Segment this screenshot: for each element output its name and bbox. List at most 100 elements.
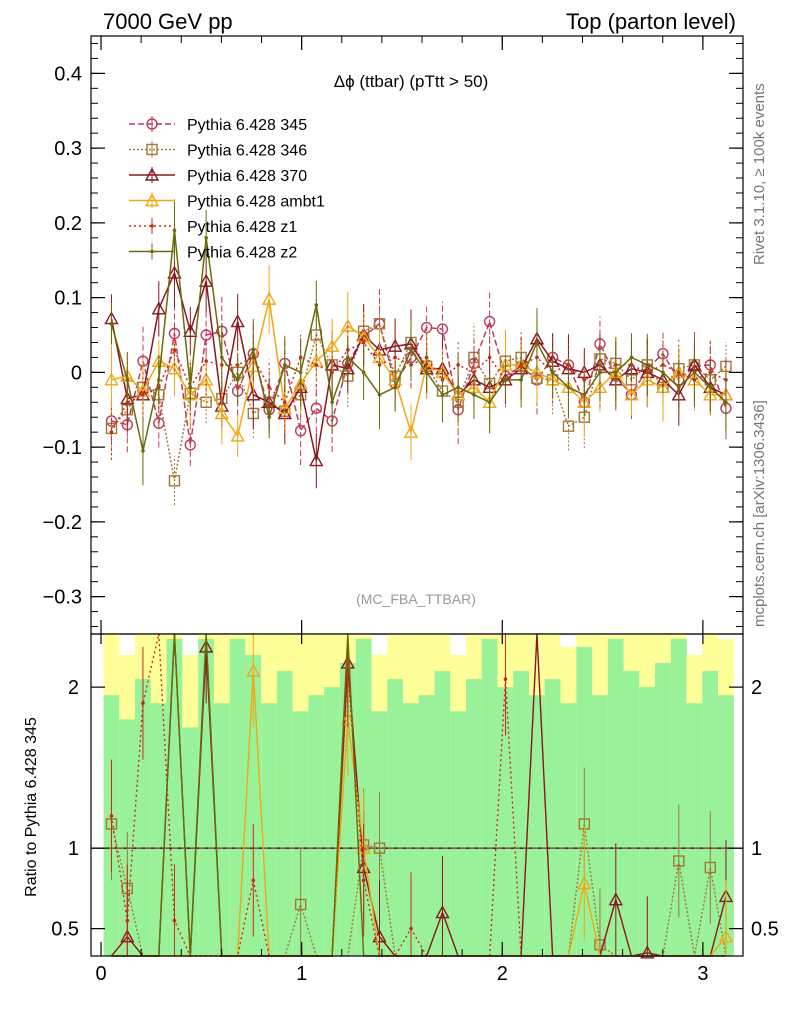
data-point	[677, 385, 681, 390]
series-5	[109, 199, 728, 486]
series-line	[110, 270, 727, 461]
data-point	[198, 273, 214, 287]
data-point	[277, 400, 292, 414]
ratio-band-inner	[544, 679, 561, 956]
data-point	[183, 323, 198, 337]
ratio-band-inner	[529, 695, 545, 956]
legend-marker	[144, 167, 160, 181]
data-point	[436, 323, 449, 335]
ratio-frame	[90, 633, 744, 957]
ratio-band-inner	[434, 671, 451, 956]
ratio-point	[435, 905, 450, 919]
ratio-y-tick-label-right: 0.5	[751, 919, 779, 941]
data-point	[298, 370, 303, 375]
data-point	[393, 355, 397, 360]
data-point	[614, 370, 618, 375]
ratio-band-inner	[450, 711, 467, 956]
ratio-y-tick-labels: 0.5 0.5 1 1 2 2	[51, 677, 779, 941]
x-tick-labels: 0 1 2 3	[95, 36, 708, 985]
series-line	[110, 322, 727, 481]
data-point	[562, 420, 575, 432]
series-2	[104, 238, 734, 489]
ratio-band-inner	[276, 671, 293, 956]
ratio-point	[503, 677, 508, 681]
ratio-panel: 0.5 0.5 1 1 2 2 Ratio to Pythia 6.428 345	[23, 633, 779, 959]
data-point	[157, 378, 161, 382]
data-point	[330, 400, 334, 405]
ratio-point	[198, 639, 214, 653]
ratio-band-inner	[481, 638, 498, 956]
ratio-band-inner	[324, 687, 341, 956]
data-point	[440, 393, 445, 397]
data-point	[314, 303, 319, 307]
ratio-band-inner	[639, 687, 656, 956]
data-point	[104, 372, 119, 386]
data-point	[345, 355, 350, 360]
data-point	[309, 453, 324, 467]
data-point	[566, 385, 571, 390]
ratio-band-inner	[308, 695, 325, 956]
ratio-y-tick-label-right: 2	[751, 677, 762, 699]
data-point	[535, 340, 539, 345]
data-point	[409, 348, 413, 352]
series-line	[110, 230, 727, 452]
main-y-tick-label: 0	[71, 362, 82, 384]
main-y-tick-labels: 0.4 0.3 0.2 0.1 0 −0.1 −0.2 −0.3	[43, 42, 743, 628]
series-line	[111, 298, 726, 438]
ratio-band-inner	[560, 703, 577, 956]
data-point	[109, 430, 114, 434]
data-point	[214, 406, 229, 420]
data-point	[529, 364, 545, 379]
data-point	[472, 393, 476, 397]
legend-label: Pythia 6.428 346	[187, 143, 307, 160]
ratio-ylabel: Ratio to Pythia 6.428 345	[23, 717, 40, 897]
data-point	[261, 291, 277, 305]
ratio-band-inner	[418, 695, 435, 956]
ratio-band-inner	[150, 703, 167, 956]
ratio-y-tick-label: 1	[68, 838, 79, 860]
ratio-band-inner	[686, 703, 703, 956]
data-point	[487, 355, 492, 360]
main-y-tick-label: −0.1	[43, 437, 82, 459]
data-point	[393, 385, 397, 390]
data-point	[624, 387, 639, 401]
legend-label: Pythia 6.428 370	[187, 168, 307, 185]
data-point	[230, 314, 245, 328]
legend-marker	[150, 249, 154, 254]
x-tick-label: 0	[95, 963, 106, 985]
ratio-series-3	[109, 633, 726, 957]
ratio-band-inner	[261, 703, 278, 956]
ratio-band-inner	[718, 695, 734, 956]
data-point	[168, 327, 181, 340]
ratio-point	[704, 861, 716, 874]
data-point	[125, 378, 130, 382]
ratio-point	[361, 878, 366, 883]
main-y-tick-label: 0.2	[54, 213, 82, 235]
legend-marker	[144, 193, 160, 207]
data-point	[403, 424, 419, 438]
ratio-band-inner	[466, 679, 482, 956]
ratio-point	[409, 926, 413, 931]
legend: Pythia 6.428 345 Pythia 6.428 346 Pythia 6…	[129, 116, 325, 262]
data-point	[377, 393, 382, 397]
ratio-point	[640, 945, 655, 959]
data-point	[109, 321, 114, 326]
main-y-tick-label: 0.3	[54, 138, 82, 160]
ratio-point	[373, 842, 386, 854]
data-point	[204, 359, 208, 363]
data-point	[282, 400, 287, 405]
mcplots-label: mcplots.cern.ch [arXiv:1306.3436]	[751, 400, 768, 627]
data-point	[184, 439, 197, 451]
legend-marker	[150, 224, 154, 228]
data-point	[282, 363, 287, 367]
main-y-tick-label: −0.3	[43, 587, 82, 609]
data-point	[645, 363, 650, 367]
data-point	[141, 449, 145, 453]
ratio-y-tick-label: 0.5	[51, 919, 79, 941]
data-point	[141, 393, 145, 397]
data-point	[361, 370, 366, 375]
data-point	[151, 301, 166, 315]
data-point	[487, 400, 492, 405]
ratio-bands	[91, 634, 743, 956]
data-point	[314, 363, 319, 367]
